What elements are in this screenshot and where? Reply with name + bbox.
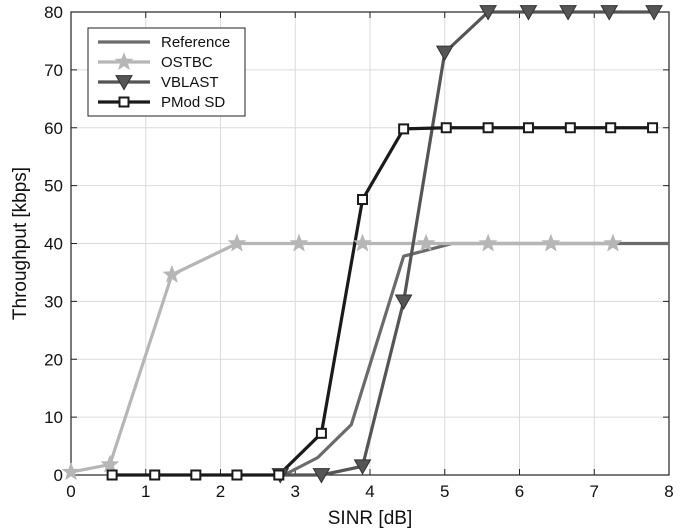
marker-pmod-sd: [482, 122, 494, 134]
marker-vblast: [559, 5, 577, 21]
marker-pmod-sd: [149, 469, 161, 481]
marker-vblast: [435, 45, 454, 62]
x-tick-label: 2: [216, 482, 225, 501]
marker-ostbc: [227, 233, 247, 252]
x-tick-label: 7: [590, 482, 599, 501]
marker-ostbc: [353, 233, 372, 252]
y-tick-label: 50: [44, 177, 63, 196]
marker-pmod-sd: [564, 122, 576, 134]
marker-ostbc: [603, 233, 623, 252]
marker-pmod-sd: [440, 122, 452, 134]
marker-pmod-sd: [605, 122, 617, 134]
legend-label-vblast: VBLAST: [161, 74, 219, 91]
marker-ostbc: [162, 264, 182, 283]
legend-label-reference: Reference: [161, 34, 230, 51]
x-axis-title: SINR [dB]: [328, 508, 412, 529]
marker-pmod-sd: [106, 469, 118, 481]
y-axis-title: Throughput [kbps]: [10, 167, 31, 320]
marker-ostbc: [478, 233, 498, 252]
marker-vblast: [645, 5, 663, 21]
marker-ostbc: [416, 233, 436, 252]
legend-label-ostbc: OSTBC: [161, 54, 213, 71]
x-tick-label: 6: [515, 482, 524, 501]
marker-vblast: [394, 294, 413, 310]
y-tick-label: 80: [44, 3, 63, 22]
x-tick-label: 4: [365, 482, 374, 501]
x-tick-label: 3: [291, 482, 300, 501]
x-tick-label: 0: [66, 482, 75, 501]
marker-ostbc: [61, 462, 81, 481]
marker-ostbc: [541, 233, 561, 252]
legend: Reference OSTBC VBLAST PMod SD: [87, 27, 246, 117]
marker-pmod-sd: [647, 122, 659, 134]
marker-vblast: [312, 468, 331, 484]
x-tick-label: 8: [664, 482, 673, 501]
marker-pmod-sd: [231, 469, 243, 481]
marker-vblast: [479, 5, 497, 21]
series-markers: [61, 5, 663, 484]
marker-pmod-sd: [315, 427, 327, 439]
marker-pmod-sd: [522, 122, 534, 134]
x-tick-label: 1: [141, 482, 150, 501]
marker-pmod-sd: [398, 123, 410, 135]
series-line-ostbc: [70, 241, 613, 474]
marker-pmod-sd: [273, 469, 285, 481]
legend-marker-ostbc: [114, 52, 134, 71]
legend-label-pmod-sd: PMod SD: [161, 94, 225, 111]
marker-pmod-sd: [190, 469, 202, 481]
y-tick-label: 70: [44, 61, 63, 80]
marker-vblast: [353, 459, 372, 475]
legend-marker-vblast: [115, 75, 133, 91]
y-tick-label: 40: [44, 235, 63, 254]
y-tick-label: 30: [44, 292, 63, 311]
marker-ostbc: [289, 233, 309, 252]
series-line-vblast: [280, 10, 655, 477]
x-tick-label: 5: [440, 482, 449, 501]
series-line-pmod-sd: [112, 126, 653, 477]
series-lines: [70, 10, 669, 477]
legend-marker-pmod-sd: [118, 96, 130, 108]
y-tick-label: 20: [44, 350, 63, 369]
marker-pmod-sd: [357, 194, 369, 206]
y-tick-label: 10: [44, 408, 63, 427]
marker-vblast: [519, 5, 538, 21]
y-tick-label: 0: [54, 466, 63, 485]
y-tick-label: 60: [44, 119, 63, 138]
marker-ostbc: [100, 454, 120, 473]
marker-vblast: [600, 5, 619, 21]
